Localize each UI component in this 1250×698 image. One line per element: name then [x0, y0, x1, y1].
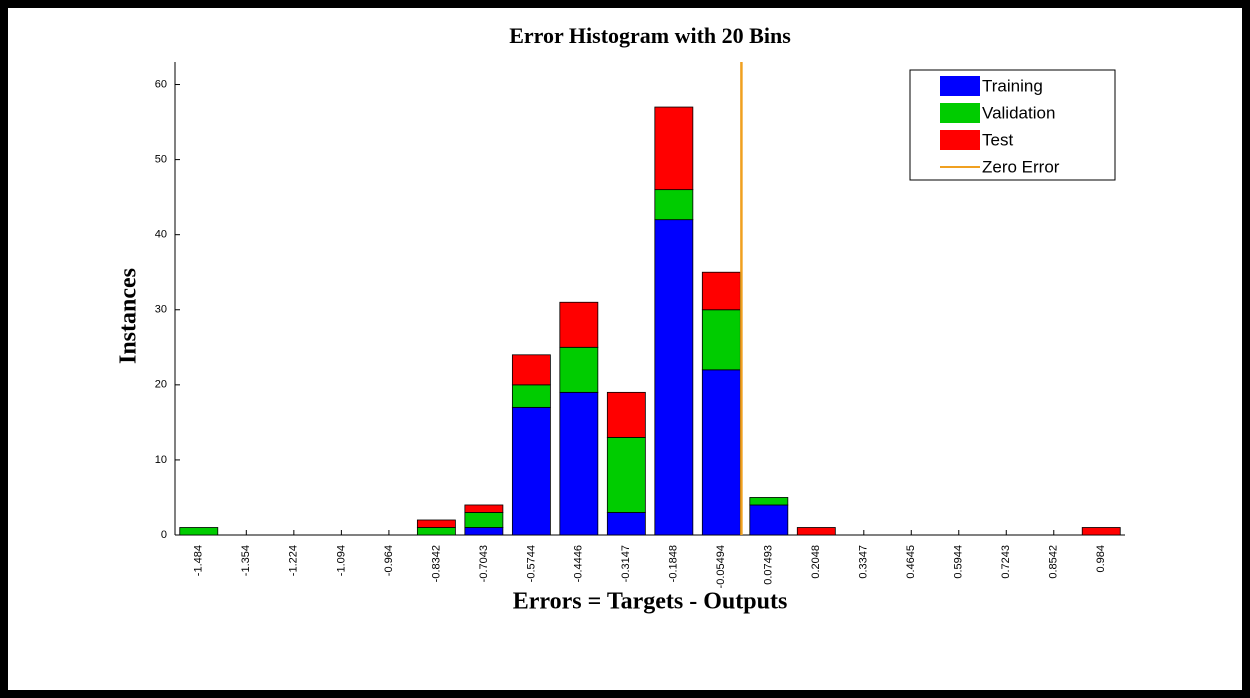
x-tick-label: -1.484 — [193, 545, 205, 576]
x-axis-label: Errors = Targets - Outputs — [513, 589, 788, 615]
y-tick-label: 30 — [155, 304, 167, 316]
bar-segment — [416, 527, 456, 536]
bar-segment — [701, 271, 741, 311]
bar-segment — [416, 519, 456, 528]
bar-segment — [1081, 527, 1121, 536]
x-tick-label: -0.3147 — [620, 545, 632, 582]
bar-segment — [654, 219, 694, 536]
bar-segment — [464, 504, 504, 513]
x-tick-label: -0.1848 — [668, 545, 680, 582]
chart-title: Error Histogram with 20 Bins — [509, 23, 791, 48]
legend-label: Zero Error — [982, 157, 1060, 176]
legend-swatch — [940, 76, 980, 96]
y-tick-label: 20 — [155, 379, 167, 391]
legend-label: Validation — [982, 103, 1055, 122]
bar-segment — [511, 406, 551, 536]
y-tick-label: 0 — [161, 529, 167, 541]
bar-segment — [701, 369, 741, 536]
y-tick-label: 60 — [155, 78, 167, 90]
bar-segment — [654, 106, 694, 191]
legend-label: Training — [982, 76, 1043, 95]
bar-segment — [559, 346, 599, 393]
bar-segment — [796, 527, 836, 536]
y-axis-label: Instances — [116, 268, 142, 364]
bar-segment — [606, 436, 646, 513]
legend-swatch — [940, 103, 980, 123]
bar-segment — [606, 512, 646, 536]
bar-segment — [749, 504, 789, 536]
bar-segment — [464, 512, 504, 528]
x-tick-label: -1.224 — [288, 545, 300, 576]
y-tick-label: 10 — [155, 454, 167, 466]
x-tick-label: -0.964 — [383, 545, 395, 576]
y-tick-label: 40 — [155, 229, 167, 241]
x-tick-label: -0.4446 — [573, 545, 585, 582]
x-tick-label: -1.354 — [240, 545, 252, 576]
x-tick-label: 0.5944 — [953, 545, 965, 579]
x-tick-label: -0.5744 — [525, 545, 537, 582]
bar-segment — [654, 189, 694, 221]
bar-segment — [511, 384, 551, 408]
x-tick-label: 0.4645 — [905, 545, 917, 579]
bar-segment — [179, 527, 219, 536]
x-tick-label: 0.7243 — [1000, 545, 1012, 579]
bar-segment — [511, 354, 551, 386]
x-tick-label: 0.8542 — [1048, 545, 1060, 579]
x-tick-label: 0.07493 — [763, 545, 775, 585]
bar-segment — [701, 309, 741, 371]
x-tick-label: -1.094 — [335, 545, 347, 576]
x-tick-label: -0.7043 — [478, 545, 490, 582]
x-tick-label: 0.3347 — [858, 545, 870, 579]
legend-swatch — [940, 130, 980, 150]
legend-label: Test — [982, 130, 1013, 149]
bar-segment — [749, 497, 789, 506]
bar-segment — [559, 391, 599, 536]
x-tick-label: -0.8342 — [430, 545, 442, 582]
x-tick-label: 0.2048 — [810, 545, 822, 579]
y-tick-label: 50 — [155, 154, 167, 166]
bar-segment — [606, 391, 646, 438]
bar-segment — [464, 527, 504, 536]
x-tick-label: 0.984 — [1095, 545, 1107, 573]
x-tick-label: -0.05494 — [715, 545, 727, 588]
bar-segment — [559, 301, 599, 348]
